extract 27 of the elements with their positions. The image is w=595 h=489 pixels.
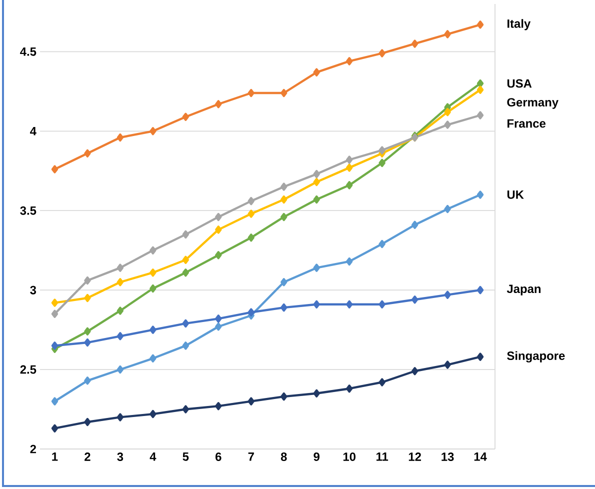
x-tick-label: 9 — [314, 452, 320, 461]
x-tick-label: 2 — [84, 452, 90, 461]
x-tick-label: 13 — [442, 452, 454, 462]
x-tick-label: 14 — [474, 452, 487, 461]
x-tick-label: 11 — [376, 452, 388, 461]
text: Germany — [507, 98, 558, 109]
y-tick-label: 4 — [30, 127, 36, 136]
x-tick-label: 3 — [117, 452, 124, 462]
text: Japan — [506, 284, 541, 296]
x-tick-label: 6 — [216, 452, 222, 461]
y-tick-label: 4.5 — [20, 48, 36, 56]
x-tick-label: 12 — [408, 452, 421, 461]
y-tick-label: 2.5 — [20, 365, 36, 374]
x-tick-label: 1 — [52, 452, 58, 461]
x-tick-label: 7 — [248, 452, 254, 461]
text: France — [508, 119, 546, 128]
text: Singapore — [507, 351, 565, 362]
x-tick-label: 8 — [280, 452, 287, 461]
text: UK — [507, 190, 524, 199]
x-tick-label: 4 — [150, 452, 156, 461]
x-tick-label: 10 — [343, 452, 356, 461]
y-tick-label: 2 — [30, 444, 36, 454]
y-tick-label: 3 — [30, 286, 36, 294]
text: USA — [507, 79, 532, 88]
y-tick-label: 3.5 — [20, 206, 36, 215]
text: Italy — [508, 19, 531, 30]
x-tick-label: 5 — [182, 452, 189, 461]
